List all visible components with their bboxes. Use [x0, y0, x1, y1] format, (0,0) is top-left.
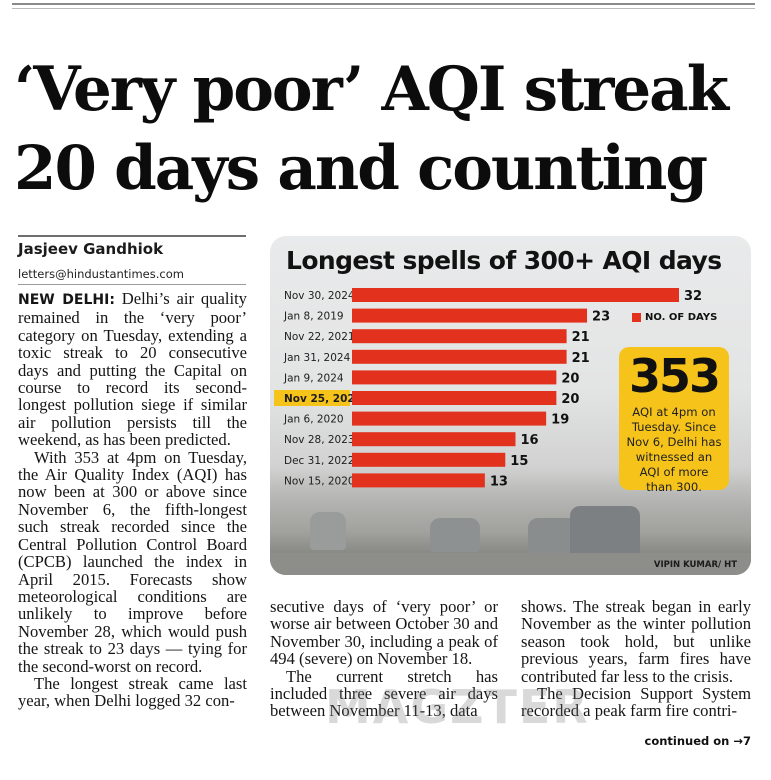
chart-legend: NO. OF DAYS [632, 312, 717, 323]
category-label: Nov 15, 2020 [284, 475, 355, 487]
bar-value-label: 15 [510, 454, 528, 469]
byline-rule [18, 235, 246, 237]
vehicle-shape [310, 512, 346, 550]
photo-credit: VIPIN KUMAR/ HT [653, 560, 737, 570]
author-email: letters@hindustantimes.com [18, 267, 184, 281]
bar [352, 308, 588, 323]
bar-value-label: 20 [561, 371, 579, 386]
article-paragraph: The Decision Support System recorded a p… [521, 684, 751, 721]
bar-value-label: 19 [551, 413, 569, 428]
article-paragraph: shows. The streak began in early Novembe… [521, 597, 751, 686]
article-column-1: NEW DELHI: Delhi’s air quality remained … [18, 290, 247, 710]
bar-value-label: 13 [490, 474, 508, 489]
category-label: Nov 28, 2023 [284, 434, 355, 446]
bar-value-label: 21 [572, 351, 590, 366]
category-label: Dec 31, 2022 [284, 455, 354, 467]
bar-chart: Nov 30, 2024 32 Jan 8, 2019 23 Nov 22, 2021 2… [274, 288, 702, 489]
category-label: Jan 8, 2019 [283, 311, 344, 323]
bar-value-label: 16 [521, 433, 539, 448]
bar-value-label: 23 [592, 310, 610, 325]
bar [352, 391, 557, 405]
continued-note: continued on →7 [644, 734, 751, 748]
aqi-callout-box: 353 AQI at 4pm on Tuesday. Since Nov 6, … [619, 347, 729, 494]
chart-title: Longest spells of 300+ AQI days [286, 246, 722, 275]
legend-swatch [632, 313, 641, 322]
bar-value-label: 21 [572, 330, 590, 345]
bar [352, 370, 557, 385]
bar [352, 349, 567, 364]
watermark: MAGZTER [325, 680, 590, 734]
article-paragraph: secutive days of ‘very poor’ or worse ai… [270, 597, 498, 669]
chart-card: Longest spells of 300+ AQI days Nov 30, … [270, 236, 751, 575]
bar-value-label: 20 [561, 392, 579, 407]
vehicle-shape [430, 518, 480, 552]
bar [352, 432, 516, 447]
paragraph-text: Delhi’s air quality remained in the ‘ver… [18, 289, 247, 450]
headline: ‘Very poor’ AQI streak 20 days and count… [14, 54, 729, 204]
category-label: Nov 30, 2024 [284, 290, 355, 302]
category-label: Jan 9, 2024 [283, 372, 344, 384]
vehicle-shape [570, 506, 640, 558]
aqi-callout-number: 353 [628, 349, 721, 403]
legend-label: NO. OF DAYS [645, 312, 718, 323]
top-rule-thin [12, 8, 755, 9]
article-column-2: secutive days of ‘very poor’ or worse ai… [270, 598, 498, 720]
top-rule [12, 3, 755, 5]
author-name: Jasjeev Gandhiok [18, 240, 164, 258]
bar-value-label: 32 [684, 289, 702, 304]
article-paragraph: The current stretch has included three s… [270, 666, 498, 721]
category-label: Jan 31, 2024 [283, 352, 351, 364]
road [270, 553, 751, 575]
category-label: Nov 22, 2021 [284, 331, 355, 343]
email-rule [18, 284, 246, 285]
article-paragraph: The longest streak came last year, when … [18, 673, 247, 711]
bar [352, 329, 567, 344]
dateline: NEW DELHI: [18, 292, 115, 308]
bar [352, 288, 679, 302]
bar [352, 411, 547, 426]
category-label: Jan 6, 2020 [283, 414, 344, 426]
category-label: Nov 25, 2025 [284, 393, 362, 405]
bar [352, 473, 485, 488]
article-column-3: shows. The streak began in early Novembe… [521, 598, 751, 720]
highlight-label-background [274, 390, 350, 406]
aqi-callout-text: AQI at 4pm on Tuesday. Since Nov 6, Delh… [626, 405, 722, 494]
article-paragraph: NEW DELHI: Delhi’s air quality remained … [18, 290, 247, 449]
bar [352, 452, 506, 467]
article-paragraph: With 353 at 4pm on Tuesday, the Air Qual… [18, 447, 247, 676]
